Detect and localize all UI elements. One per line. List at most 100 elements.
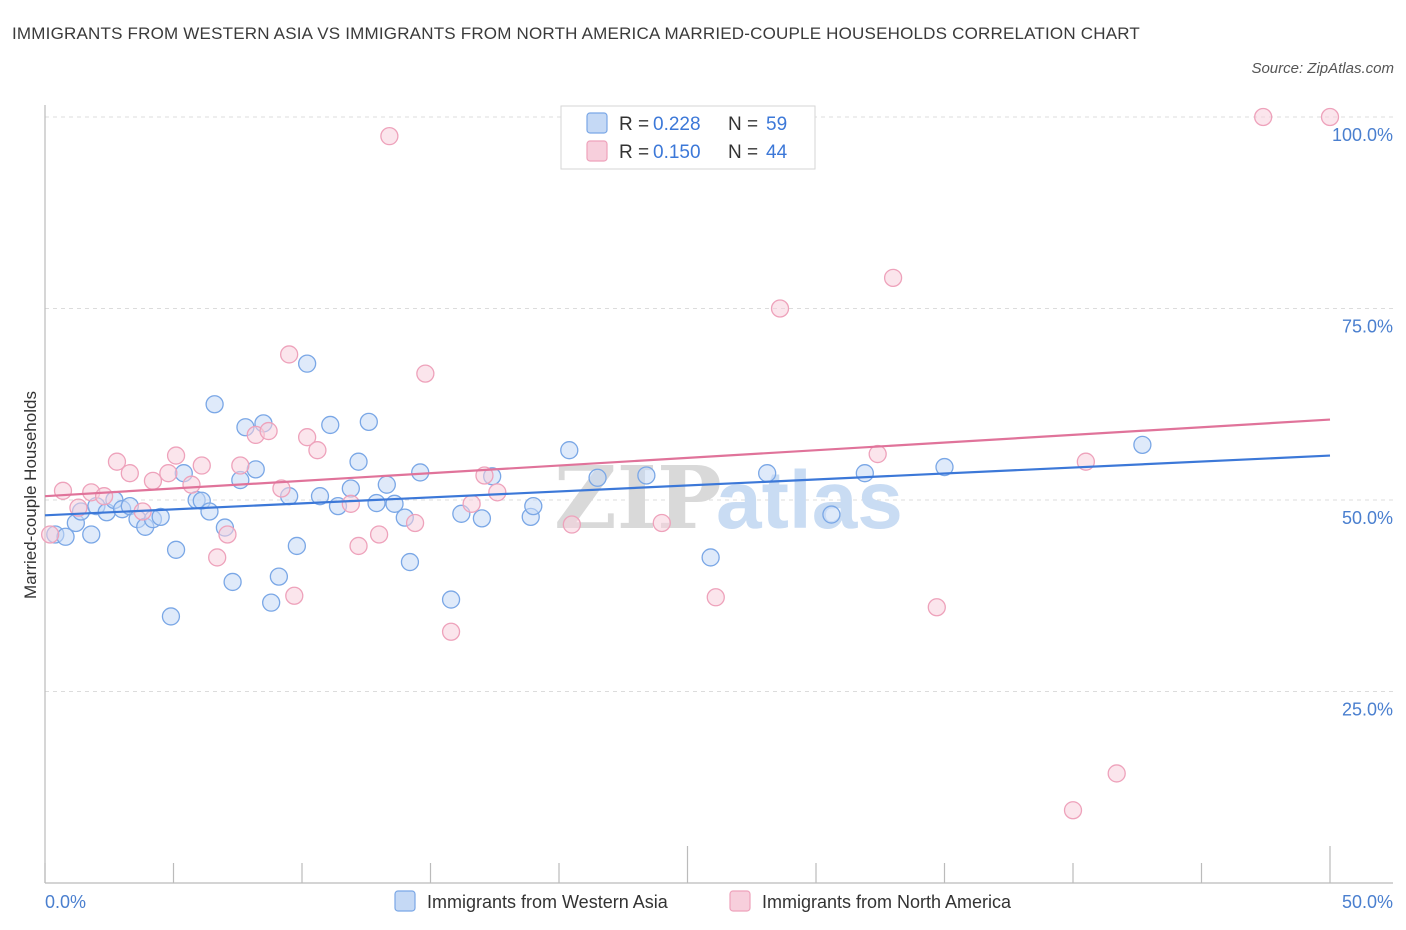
series-0-point-28 [269, 567, 289, 586]
series-1-point-38 [883, 268, 903, 288]
series-1-point-36 [770, 299, 790, 318]
series-1-point-28 [416, 364, 435, 383]
series-1-point-25 [369, 525, 389, 544]
watermark-zip: ZIP [554, 448, 722, 549]
series-1-point-37 [868, 444, 887, 464]
source-label: Source: ZipAtlas.com [1251, 60, 1394, 77]
legend-n-value-0: 59 [766, 114, 787, 135]
series-0-point-15 [166, 540, 186, 559]
legend-n-label-1: N = [728, 142, 758, 163]
correlation-legend: R = 0.228 N = 59 R = 0.150 N = 44 [560, 105, 816, 170]
tick-labels: 25.0% 50.0% 75.0% 100.0% 0.0% 50.0% [45, 125, 1393, 912]
series-1-trend-line [44, 418, 1331, 498]
series-1-point-33 [562, 515, 581, 534]
series-0-point-30 [287, 536, 307, 556]
series-1-point-12 [192, 456, 211, 475]
series-1-point-18 [272, 479, 291, 498]
series-1-point-43 [1254, 107, 1273, 127]
y-axis-label: Married-couple Households [21, 391, 40, 599]
series-1-point-32 [488, 483, 507, 502]
series-0-point-49 [524, 496, 543, 516]
axes [44, 105, 1393, 884]
series-0-point-32 [310, 487, 330, 506]
series-0-point-56 [855, 464, 874, 483]
series-1-point-9 [159, 464, 178, 483]
bottom-legend-label-north-america: Immigrants from North America [762, 892, 1012, 912]
series-1-point-6 [120, 464, 139, 483]
series-1-point-24 [349, 536, 368, 556]
series-1-point-14 [218, 525, 237, 544]
series-0-point-13 [151, 507, 170, 527]
series-0-point-54 [758, 464, 777, 483]
legend-r-value-1: 0.150 [653, 142, 701, 163]
legend-r-label-1: R = [619, 142, 649, 163]
series-0-point-39 [377, 475, 396, 494]
series-1-point-5 [107, 452, 127, 471]
legend-n-label-0: N = [728, 114, 758, 135]
series-0-point-25 [246, 460, 265, 479]
series-1-point-27 [405, 513, 425, 533]
series-0-point-46 [472, 509, 492, 528]
series-1-point-19 [285, 586, 304, 605]
series-0-point-37 [359, 412, 378, 432]
legend-r-label-0: R = [619, 114, 649, 135]
series-0-point-44 [441, 590, 461, 609]
series-1-point-23 [341, 494, 360, 513]
x-tick-label-max: 50.0% [1342, 892, 1393, 912]
series-1-point-8 [143, 471, 163, 491]
series-0-point-38 [367, 493, 386, 513]
series-1-point-44 [1320, 107, 1340, 127]
series-1-point-15 [231, 456, 250, 475]
series-0-point-50 [560, 441, 579, 460]
legend-swatch-western-asia [586, 112, 608, 134]
series-1-point-30 [462, 494, 481, 513]
bottom-legend-swatch-north-america [729, 890, 751, 912]
series-1-point-11 [182, 475, 201, 494]
legend-r-value-0: 0.228 [653, 114, 701, 135]
bottom-legend-swatch-western-asia [394, 890, 416, 912]
series-1-point-17 [259, 421, 278, 441]
legend-swatch-north-america [586, 140, 608, 162]
series-0-point-52 [637, 466, 656, 485]
series-0-point-27 [262, 593, 281, 612]
series-1-point-35 [706, 588, 725, 607]
chart-title: IMMIGRANTS FROM WESTERN ASIA VS IMMIGRAN… [12, 24, 1141, 43]
legend-n-value-1: 44 [766, 142, 788, 163]
series-1-point-13 [208, 548, 227, 567]
series-0-point-33 [321, 415, 340, 435]
watermark: ZIP atlas [554, 448, 903, 549]
series-0-point-19 [200, 502, 219, 521]
series-0-point-22 [223, 572, 242, 592]
series-1-point-34 [652, 513, 671, 533]
y-tick-label-25: 25.0% [1342, 700, 1393, 720]
series-0-point-42 [400, 552, 420, 572]
series-0-point-31 [297, 354, 317, 373]
series-1-point-4 [94, 487, 114, 506]
trend-lines [44, 418, 1331, 517]
series-1-point-20 [279, 345, 299, 364]
series-western-asia-points [46, 354, 1152, 626]
series-1-point-10 [166, 446, 186, 465]
series-1-point-0 [40, 525, 60, 544]
series-0-point-58 [1133, 435, 1152, 454]
series-1-point-22 [308, 441, 327, 460]
series-1-point-2 [69, 498, 88, 517]
series-1-point-29 [441, 622, 461, 641]
series-1-point-21 [297, 428, 317, 447]
series-1-point-39 [927, 598, 946, 617]
series-1-point-1 [53, 481, 73, 500]
series-0-point-57 [935, 457, 954, 477]
series-0-trend-line [44, 454, 1331, 517]
series-0-point-36 [349, 452, 368, 471]
y-tick-label-75: 75.0% [1342, 317, 1393, 337]
y-tick-label-50: 50.0% [1342, 508, 1393, 528]
y-tick-label-100: 100.0% [1332, 125, 1393, 145]
series-0-point-14 [161, 607, 181, 626]
series-0-point-53 [701, 548, 720, 567]
grid-lines [45, 116, 1393, 692]
series-0-point-20 [205, 395, 224, 414]
x-tick-label-min: 0.0% [45, 892, 86, 912]
bottom-legend-label-western-asia: Immigrants from Western Asia [427, 892, 669, 912]
series-0-point-4 [82, 525, 101, 544]
